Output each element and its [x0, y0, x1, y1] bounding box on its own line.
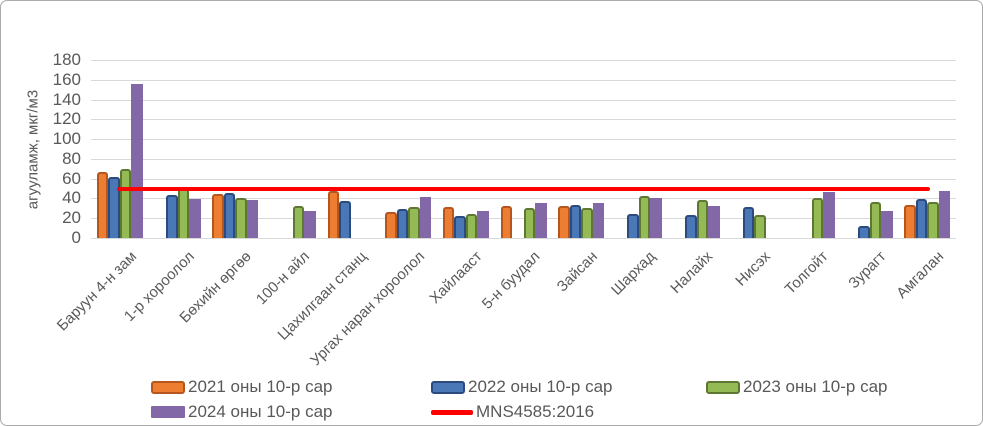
bar — [592, 203, 605, 238]
gridline — [91, 238, 956, 239]
x-category-label: Налайх — [667, 248, 717, 297]
x-category-label: Хайлааст — [426, 248, 486, 308]
bar — [569, 205, 582, 238]
y-tick-label: 140 — [52, 89, 81, 109]
bar — [754, 215, 766, 238]
bar — [119, 168, 132, 238]
bar — [927, 202, 939, 238]
bar — [131, 83, 143, 238]
gridline — [91, 119, 956, 121]
bar — [696, 200, 708, 238]
x-category-label: Ургах наран хороолол — [307, 248, 429, 370]
legend-color-marker — [151, 406, 185, 418]
bar — [650, 197, 662, 238]
y-tick-label: 120 — [52, 109, 81, 129]
bar — [938, 190, 951, 238]
legend-label: 2023 оны 10-р сар — [743, 377, 888, 396]
bar — [627, 214, 639, 238]
bar — [304, 211, 316, 238]
bar — [523, 208, 535, 238]
bar — [638, 195, 651, 238]
gridline — [91, 79, 956, 81]
legend-color-marker — [151, 380, 185, 394]
gridline — [91, 198, 956, 200]
x-category-label: Амгалан — [893, 248, 948, 302]
y-tick-label: 60 — [62, 168, 81, 188]
bar — [108, 176, 120, 238]
y-tick-label: 20 — [62, 208, 81, 228]
bar — [166, 194, 178, 238]
legend-label: 2022 оны 10-р сар — [468, 377, 613, 396]
legend-line-marker — [431, 409, 473, 415]
bar — [558, 206, 570, 238]
bar — [419, 196, 432, 238]
bar — [223, 192, 236, 238]
reference-line — [116, 186, 931, 191]
gridline — [91, 99, 956, 101]
bar — [708, 206, 720, 238]
legend-item: 2021 оны 10-р сар — [151, 377, 332, 397]
legend-label: 2021 оны 10-р сар — [188, 377, 333, 396]
x-category-label: Зурагт — [845, 248, 890, 293]
bar — [685, 215, 697, 238]
bar — [442, 207, 455, 238]
bar — [246, 200, 259, 238]
bar — [535, 203, 547, 238]
x-category-label: Толгойт — [781, 248, 832, 298]
y-tick-label: 40 — [62, 188, 81, 208]
y-tick-label: 100 — [52, 129, 81, 149]
bar — [742, 207, 755, 238]
bar — [235, 197, 247, 238]
legend-item: 2024 оны 10-р сар — [151, 402, 332, 422]
x-category-label: Баруун 4-н зам — [53, 248, 140, 335]
x-category-label: Шархад — [608, 248, 659, 299]
y-tick-label: 160 — [52, 69, 81, 89]
bar — [96, 171, 109, 238]
bar — [881, 211, 893, 238]
bar — [385, 212, 397, 238]
y-tick-label: 0 — [71, 228, 81, 247]
bar — [465, 214, 478, 238]
bar — [454, 216, 466, 238]
bar — [339, 201, 351, 238]
bar — [858, 226, 870, 238]
bar — [408, 207, 420, 238]
bar — [477, 211, 489, 238]
x-category-label: Нисэх — [732, 248, 775, 290]
bar — [915, 199, 928, 238]
bar — [500, 206, 512, 238]
gridline — [91, 158, 956, 160]
legend-color-marker — [431, 380, 465, 394]
bar — [823, 191, 835, 238]
bar — [396, 209, 409, 238]
gridline — [91, 178, 956, 180]
bar — [869, 202, 881, 238]
bar — [189, 199, 201, 238]
x-category-label: 5-н буудал — [478, 248, 544, 313]
y-tick-label: 180 — [52, 50, 81, 69]
x-category-label: Зайсан — [553, 248, 602, 296]
y-tick-label: 80 — [62, 148, 81, 168]
legend-color-marker — [706, 380, 740, 394]
legend-label: MNS4585:2016 — [476, 402, 595, 421]
bar — [904, 205, 916, 238]
gridline — [91, 60, 956, 61]
bar — [811, 197, 824, 238]
x-category-label: 100-н айл — [252, 248, 313, 309]
bar — [292, 206, 305, 238]
legend-label: 2024 оны 10-р сар — [188, 402, 333, 421]
bar — [581, 208, 593, 238]
legend-item: 2023 оны 10-р сар — [706, 377, 887, 397]
legend-item: MNS4585:2016 — [431, 402, 594, 422]
legend-item: 2022 оны 10-р сар — [431, 377, 612, 397]
bar — [327, 190, 339, 238]
gridline — [91, 139, 956, 141]
bar — [177, 186, 189, 238]
bar — [212, 193, 224, 238]
